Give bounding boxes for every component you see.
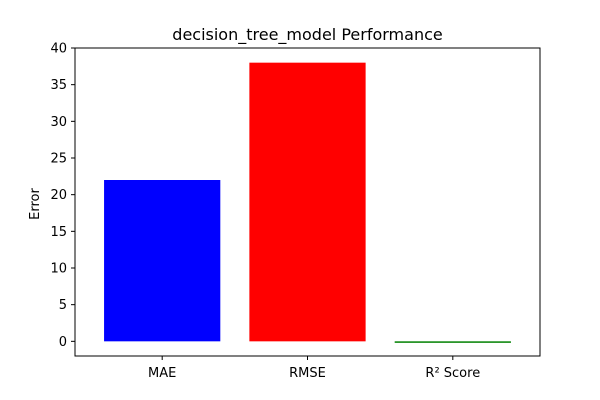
y-tick-label: 25: [50, 152, 67, 167]
y-axis-label: Error: [28, 188, 43, 220]
bar-mae: [104, 180, 221, 342]
chart-title: decision_tree_model Performance: [172, 25, 442, 45]
plot-frame: [74, 47, 541, 357]
y-tick-label: 10: [50, 262, 67, 277]
y-tick-label: 0: [59, 335, 67, 350]
y-tick-label: 15: [50, 225, 67, 240]
bar-rmse: [249, 62, 366, 342]
y-tick-label: 30: [50, 115, 67, 130]
bar-r-score: [394, 341, 511, 343]
y-axis-ticks: 0 5 10 15 20 25 30 35 40: [50, 42, 75, 350]
y-tick-label: 20: [50, 188, 67, 203]
y-tick-label: 35: [50, 78, 67, 93]
x-tick-label: R² Score: [425, 366, 480, 381]
x-tick-label: RMSE: [289, 366, 326, 381]
y-tick-label: 5: [59, 298, 67, 313]
x-axis-ticks: MAE RMSE R² Score: [148, 356, 480, 381]
y-tick-label: 40: [50, 42, 67, 57]
x-tick-label: MAE: [148, 366, 176, 381]
bars-group: [104, 62, 511, 343]
